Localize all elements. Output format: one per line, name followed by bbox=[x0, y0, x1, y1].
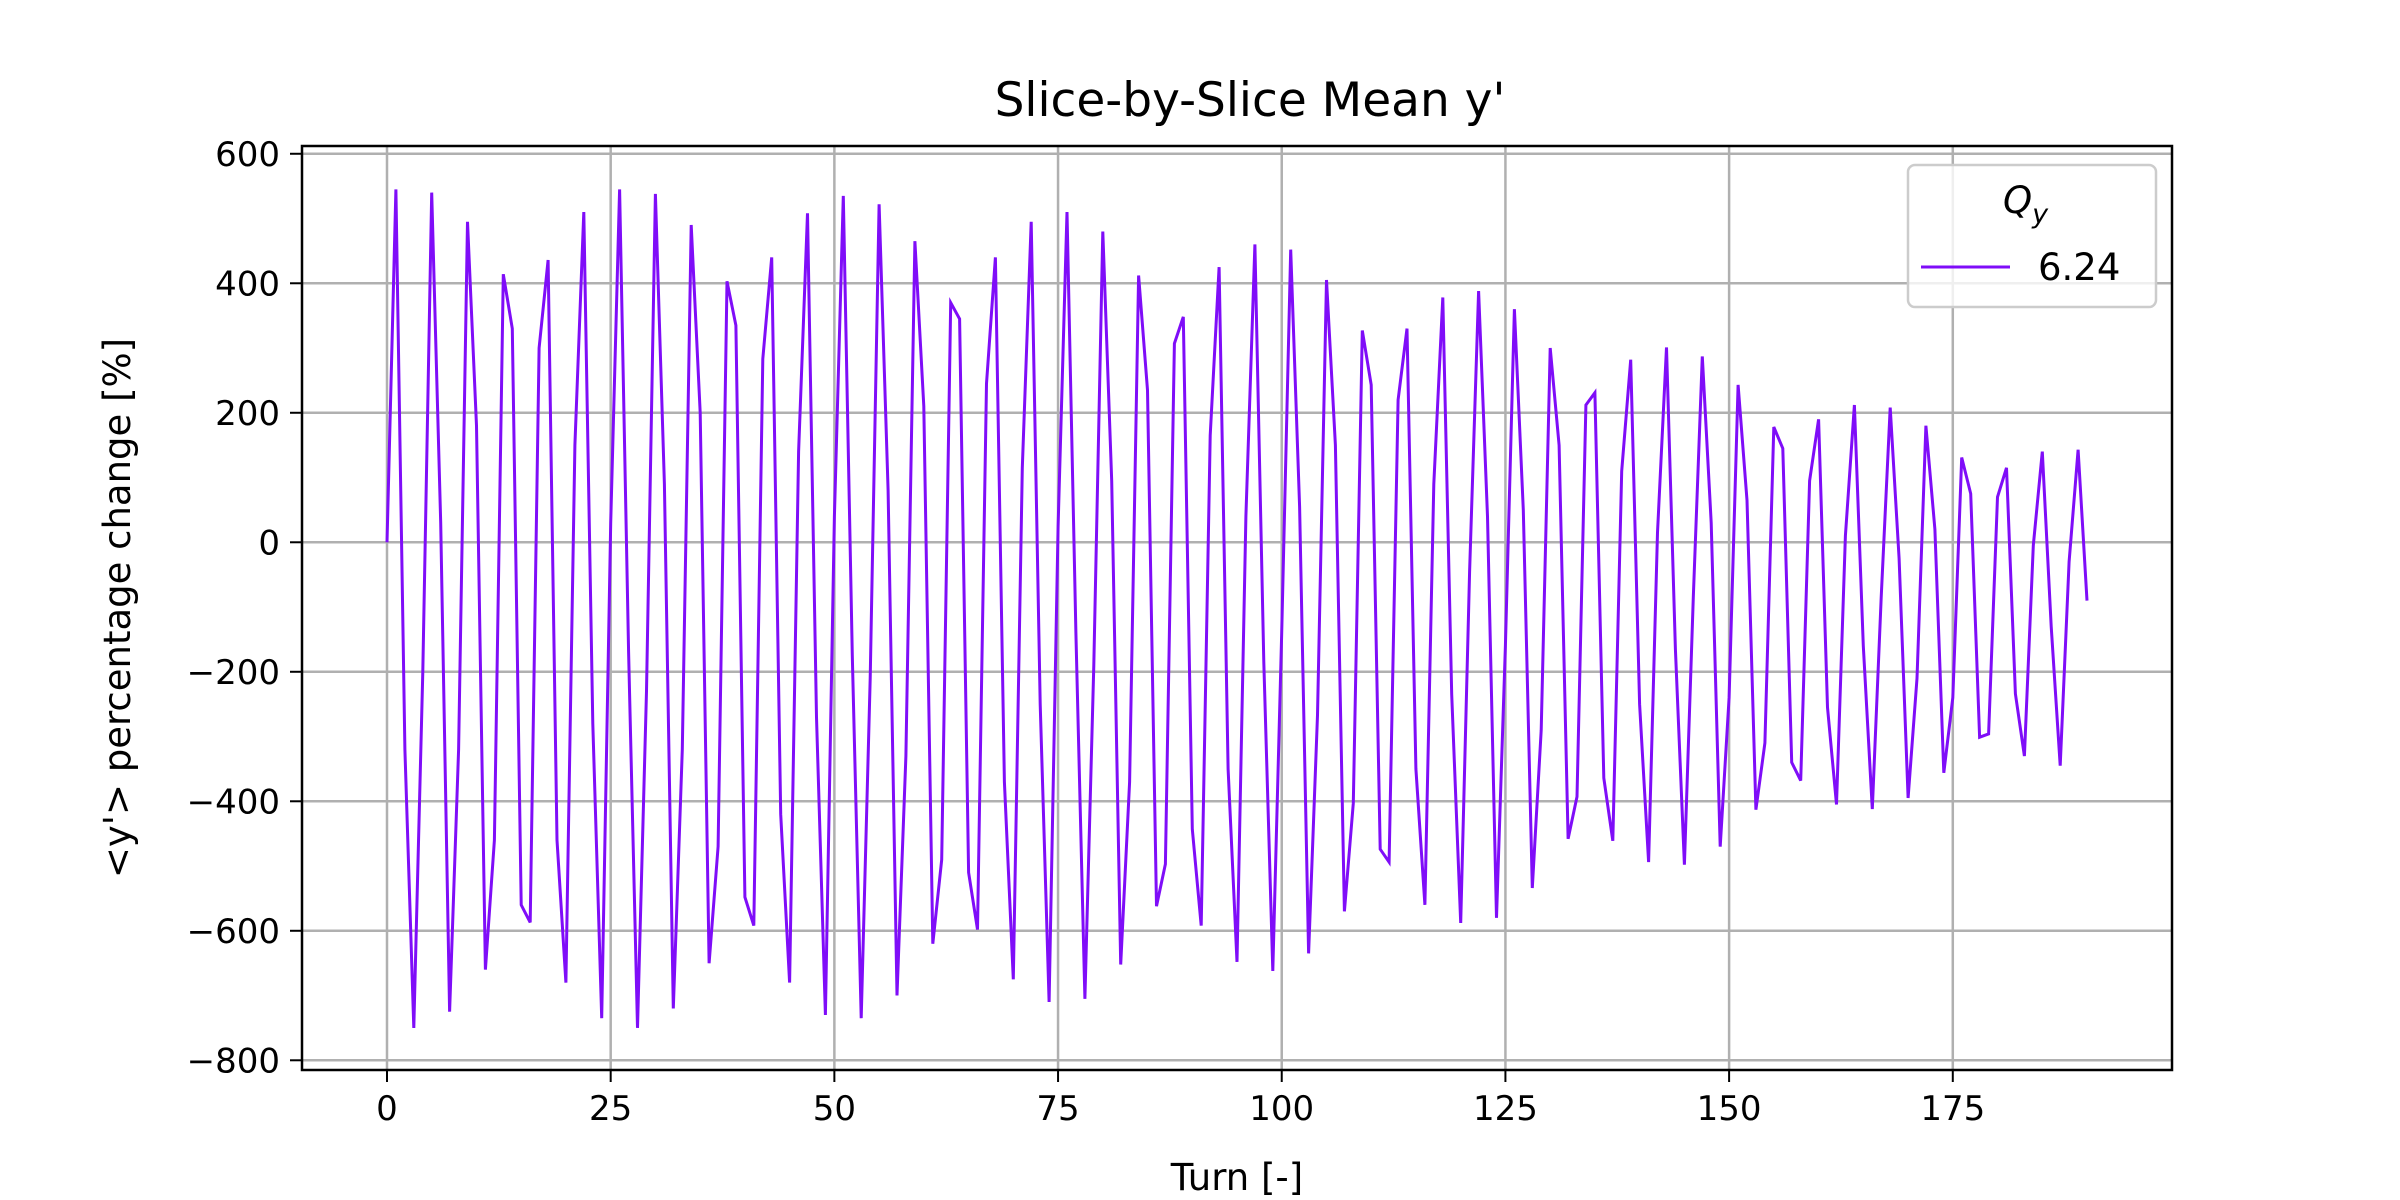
plot-frame bbox=[300, 144, 2174, 1072]
series-layer bbox=[385, 189, 2089, 1028]
y-axis-label: <y'> percentage change [%] bbox=[96, 338, 139, 878]
legend-entry-label: 6.24 bbox=[2038, 246, 2120, 289]
legend-title: Qy bbox=[2003, 179, 2049, 230]
chart-title: Slice-by-Slice Mean y' bbox=[995, 73, 1506, 128]
x-tick-label: 50 bbox=[813, 1089, 856, 1129]
x-tick-label: 175 bbox=[1920, 1089, 1985, 1129]
x-tick-label: 75 bbox=[1036, 1089, 1079, 1129]
x-axis-label: Turn [-] bbox=[1170, 1156, 1303, 1199]
y-tick-label: −600 bbox=[187, 912, 280, 952]
legend-title-base: Q bbox=[2003, 179, 2032, 222]
y-tick-label: −800 bbox=[187, 1041, 280, 1081]
x-tick-label: 0 bbox=[376, 1089, 398, 1129]
y-tick-label: 0 bbox=[258, 523, 280, 563]
legend-title-sub: y bbox=[2031, 199, 2049, 230]
y-tick-label: 600 bbox=[215, 135, 280, 175]
legend: Qy 6.24 bbox=[1906, 163, 2158, 309]
y-tick-label: −400 bbox=[187, 782, 280, 822]
x-tick-label: 125 bbox=[1473, 1089, 1538, 1129]
series-line-6.24 bbox=[385, 189, 2089, 1028]
x-tick-label: 25 bbox=[589, 1089, 632, 1129]
y-tick-label: 200 bbox=[215, 394, 280, 434]
legend-box bbox=[1906, 163, 2158, 309]
axis-ticks: 0 25 50 75 100 125 150 175 600 400 200 0 −200 −400 −60… bbox=[187, 135, 1986, 1129]
x-tick-label: 100 bbox=[1249, 1089, 1314, 1129]
y-tick-label: −200 bbox=[187, 653, 280, 693]
x-tick-label: 150 bbox=[1697, 1089, 1762, 1129]
y-tick-label: 400 bbox=[215, 264, 280, 304]
